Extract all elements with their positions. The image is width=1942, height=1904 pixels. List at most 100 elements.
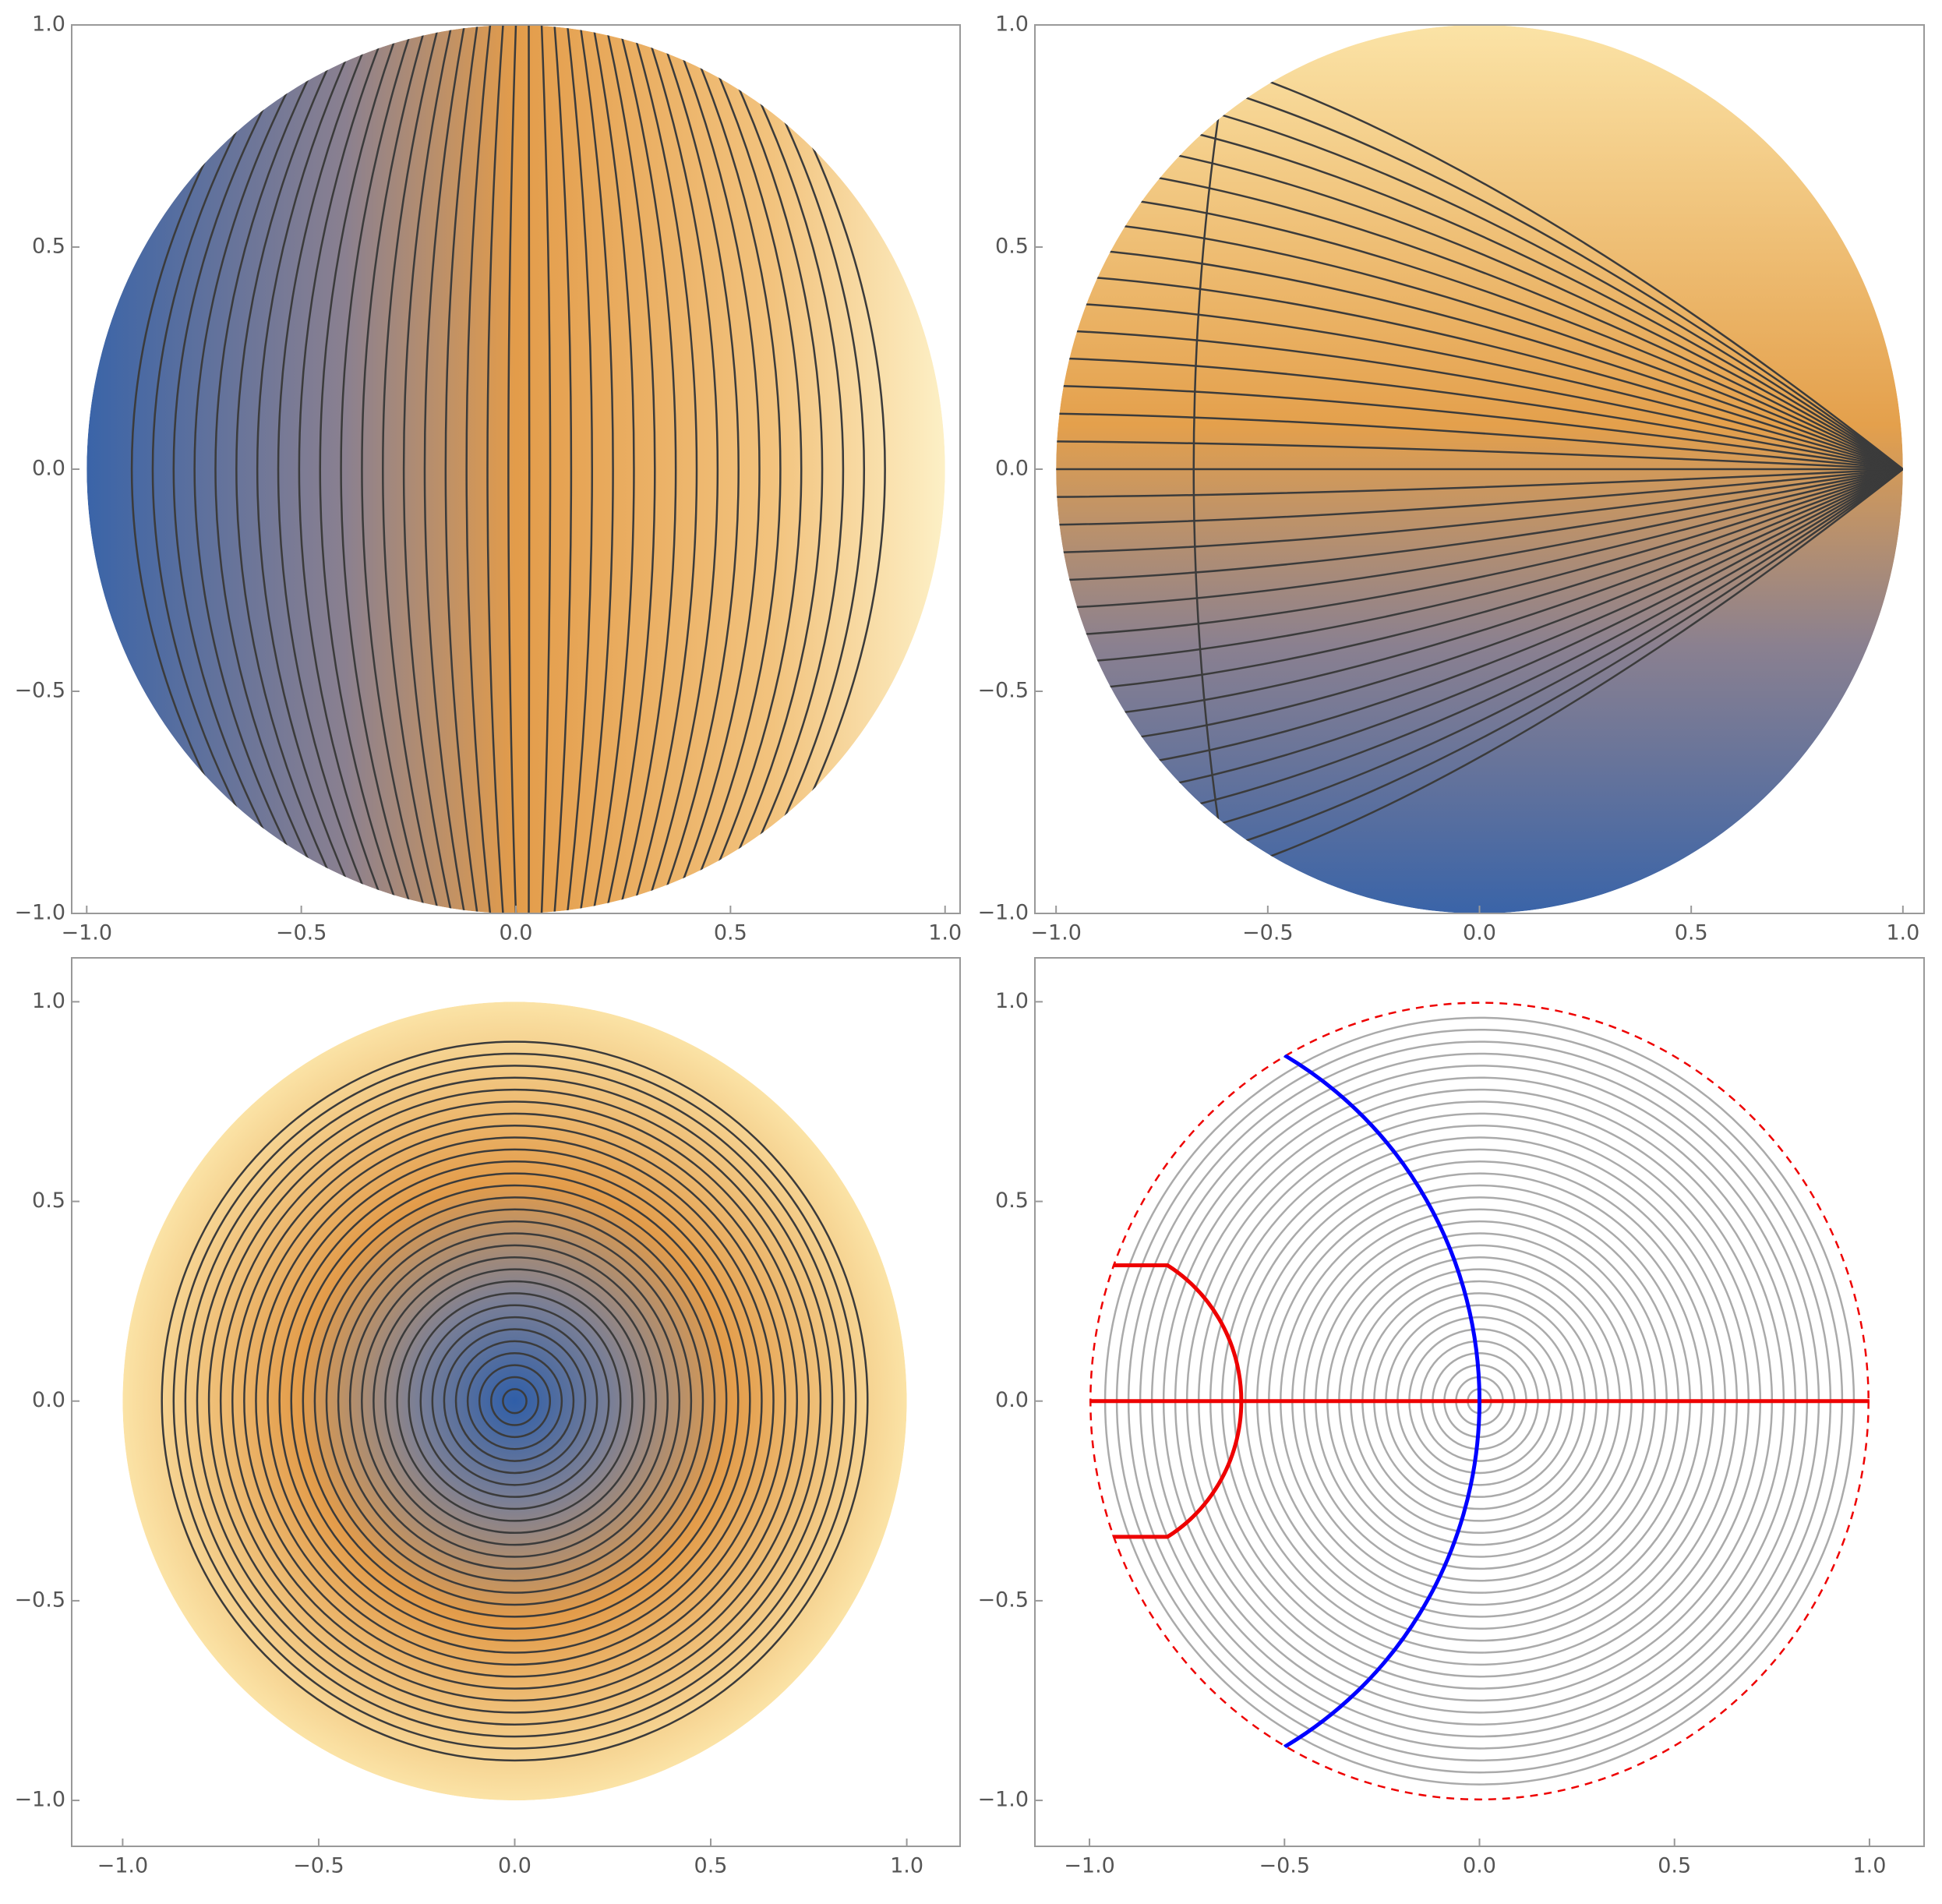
x-tick-label: 0.5: [694, 1854, 728, 1878]
contour-line: [408, 1292, 622, 1510]
contour-line: [617, 25, 677, 913]
y-tick-label: 0.0: [32, 457, 65, 481]
y-tick-label: 0.0: [995, 1388, 1029, 1412]
contour-line: [1056, 357, 1903, 471]
contour-line: [644, 25, 719, 913]
contour-line: [443, 1328, 587, 1475]
contour-line: [507, 25, 517, 913]
contour-line: [656, 25, 740, 913]
x-tick-label: 1.0: [928, 921, 962, 945]
contour-line: [193, 25, 324, 913]
contour-line: [302, 1184, 728, 1618]
contour-plot: [1056, 25, 1903, 913]
contour-line: [1056, 274, 1903, 471]
y-tick-label: 1.0: [995, 989, 1029, 1013]
contour-line: [290, 1172, 740, 1630]
contour-line: [382, 25, 440, 913]
contour-line: [478, 1364, 552, 1439]
contour-line: [454, 1340, 575, 1462]
y-tick-label: 0.0: [32, 1388, 65, 1412]
contour-line: [184, 1065, 846, 1738]
contour-line: [1056, 162, 1903, 471]
y-tick-label: −1.0: [14, 901, 65, 925]
x-tick-label: 0.5: [714, 921, 747, 945]
x-tick-label: 0.0: [1463, 1854, 1496, 1878]
contour-plot: [1089, 1001, 1870, 1801]
panel: −1.0 −0.5 0.0 0.5 1.0 −1.0 −0.5 0.0 0.5 1.0: [14, 957, 961, 1878]
contour-line: [490, 1376, 539, 1426]
contour-line: [579, 25, 614, 913]
contour-line: [1056, 329, 1903, 471]
panel: −1.0 −0.5 0.0 0.5 1.0 −1.0 −0.5 0.0 0.5 1.0: [14, 12, 962, 945]
contour-line: [486, 25, 504, 913]
x-tick-label: −0.5: [1259, 1854, 1310, 1878]
contour-line: [708, 25, 824, 913]
frame: [71, 957, 961, 1847]
y-tick-label: −1.0: [977, 901, 1029, 925]
contour-line: [566, 25, 594, 913]
x-tick-label: 0.5: [1675, 921, 1708, 945]
contour-line: [319, 25, 401, 913]
y-tick-label: 0.0: [995, 457, 1029, 481]
contour-line: [465, 25, 492, 913]
contour-line: [219, 1100, 810, 1702]
contour-line: [1056, 468, 1903, 609]
contour-line: [733, 25, 866, 913]
contour-line: [325, 1208, 704, 1594]
contour-line: [540, 25, 552, 913]
contour-line: [1056, 468, 1903, 581]
contour-line: [1056, 218, 1903, 471]
contour-line: [196, 1076, 834, 1726]
contour-line: [402, 25, 453, 913]
x-tick-label: 0.0: [498, 1854, 531, 1878]
contour-line: [1056, 440, 1903, 471]
contour-line: [1056, 384, 1903, 471]
contour-line: [1056, 302, 1903, 471]
contour-line: [255, 1136, 775, 1666]
y-tick-label: −0.5: [14, 1588, 65, 1612]
contour-line: [298, 25, 388, 913]
y-tick-label: −0.5: [977, 679, 1029, 703]
contour-line: [267, 1148, 763, 1654]
contour-line: [361, 25, 427, 913]
y-tick-label: 1.0: [32, 12, 65, 37]
y-tick-label: −0.5: [977, 1588, 1029, 1612]
x-tick-label: 0.0: [1463, 921, 1496, 945]
contour-line: [337, 1220, 693, 1582]
y-tick-label: 0.5: [32, 1189, 65, 1213]
contour-line: [348, 1232, 681, 1570]
contour-line: [1056, 468, 1903, 693]
contour-plot: [122, 1001, 907, 1801]
contour-line: [502, 1388, 528, 1415]
contour-line: [747, 25, 886, 913]
contour-line: [1056, 412, 1903, 471]
contour-line: [172, 25, 311, 913]
y-tick-label: −1.0: [977, 1788, 1029, 1812]
contour-line: [161, 1040, 869, 1762]
contour-line: [605, 25, 656, 913]
contour-line: [1056, 468, 1903, 748]
contour-line: [1089, 1263, 1244, 1539]
x-tick-label: −1.0: [61, 921, 112, 945]
y-tick-label: 0.5: [32, 235, 65, 259]
y-tick-label: 0.5: [995, 235, 1029, 259]
x-tick-label: −0.5: [1242, 921, 1294, 945]
x-tick-label: 0.0: [500, 921, 533, 945]
contour-line: [1056, 468, 1903, 554]
contour-plot: [87, 25, 945, 913]
panel: −1.0 −0.5 0.0 0.5 1.0 −1.0 −0.5 0.0 0.5 1.0: [977, 957, 1925, 1878]
contour-line: [528, 25, 531, 913]
x-tick-label: −1.0: [1064, 1854, 1115, 1878]
contour-line: [1056, 468, 1903, 526]
contour-fill: [122, 1001, 907, 1801]
x-tick-label: −1.0: [97, 1854, 149, 1878]
contour-line: [340, 25, 415, 913]
contour-line: [1056, 468, 1903, 665]
contour-line: [1056, 468, 1903, 637]
contour-line: [231, 1112, 798, 1690]
contour-line: [1056, 468, 1903, 720]
y-tick-label: 1.0: [995, 12, 1029, 37]
contour-line: [1056, 468, 1903, 498]
